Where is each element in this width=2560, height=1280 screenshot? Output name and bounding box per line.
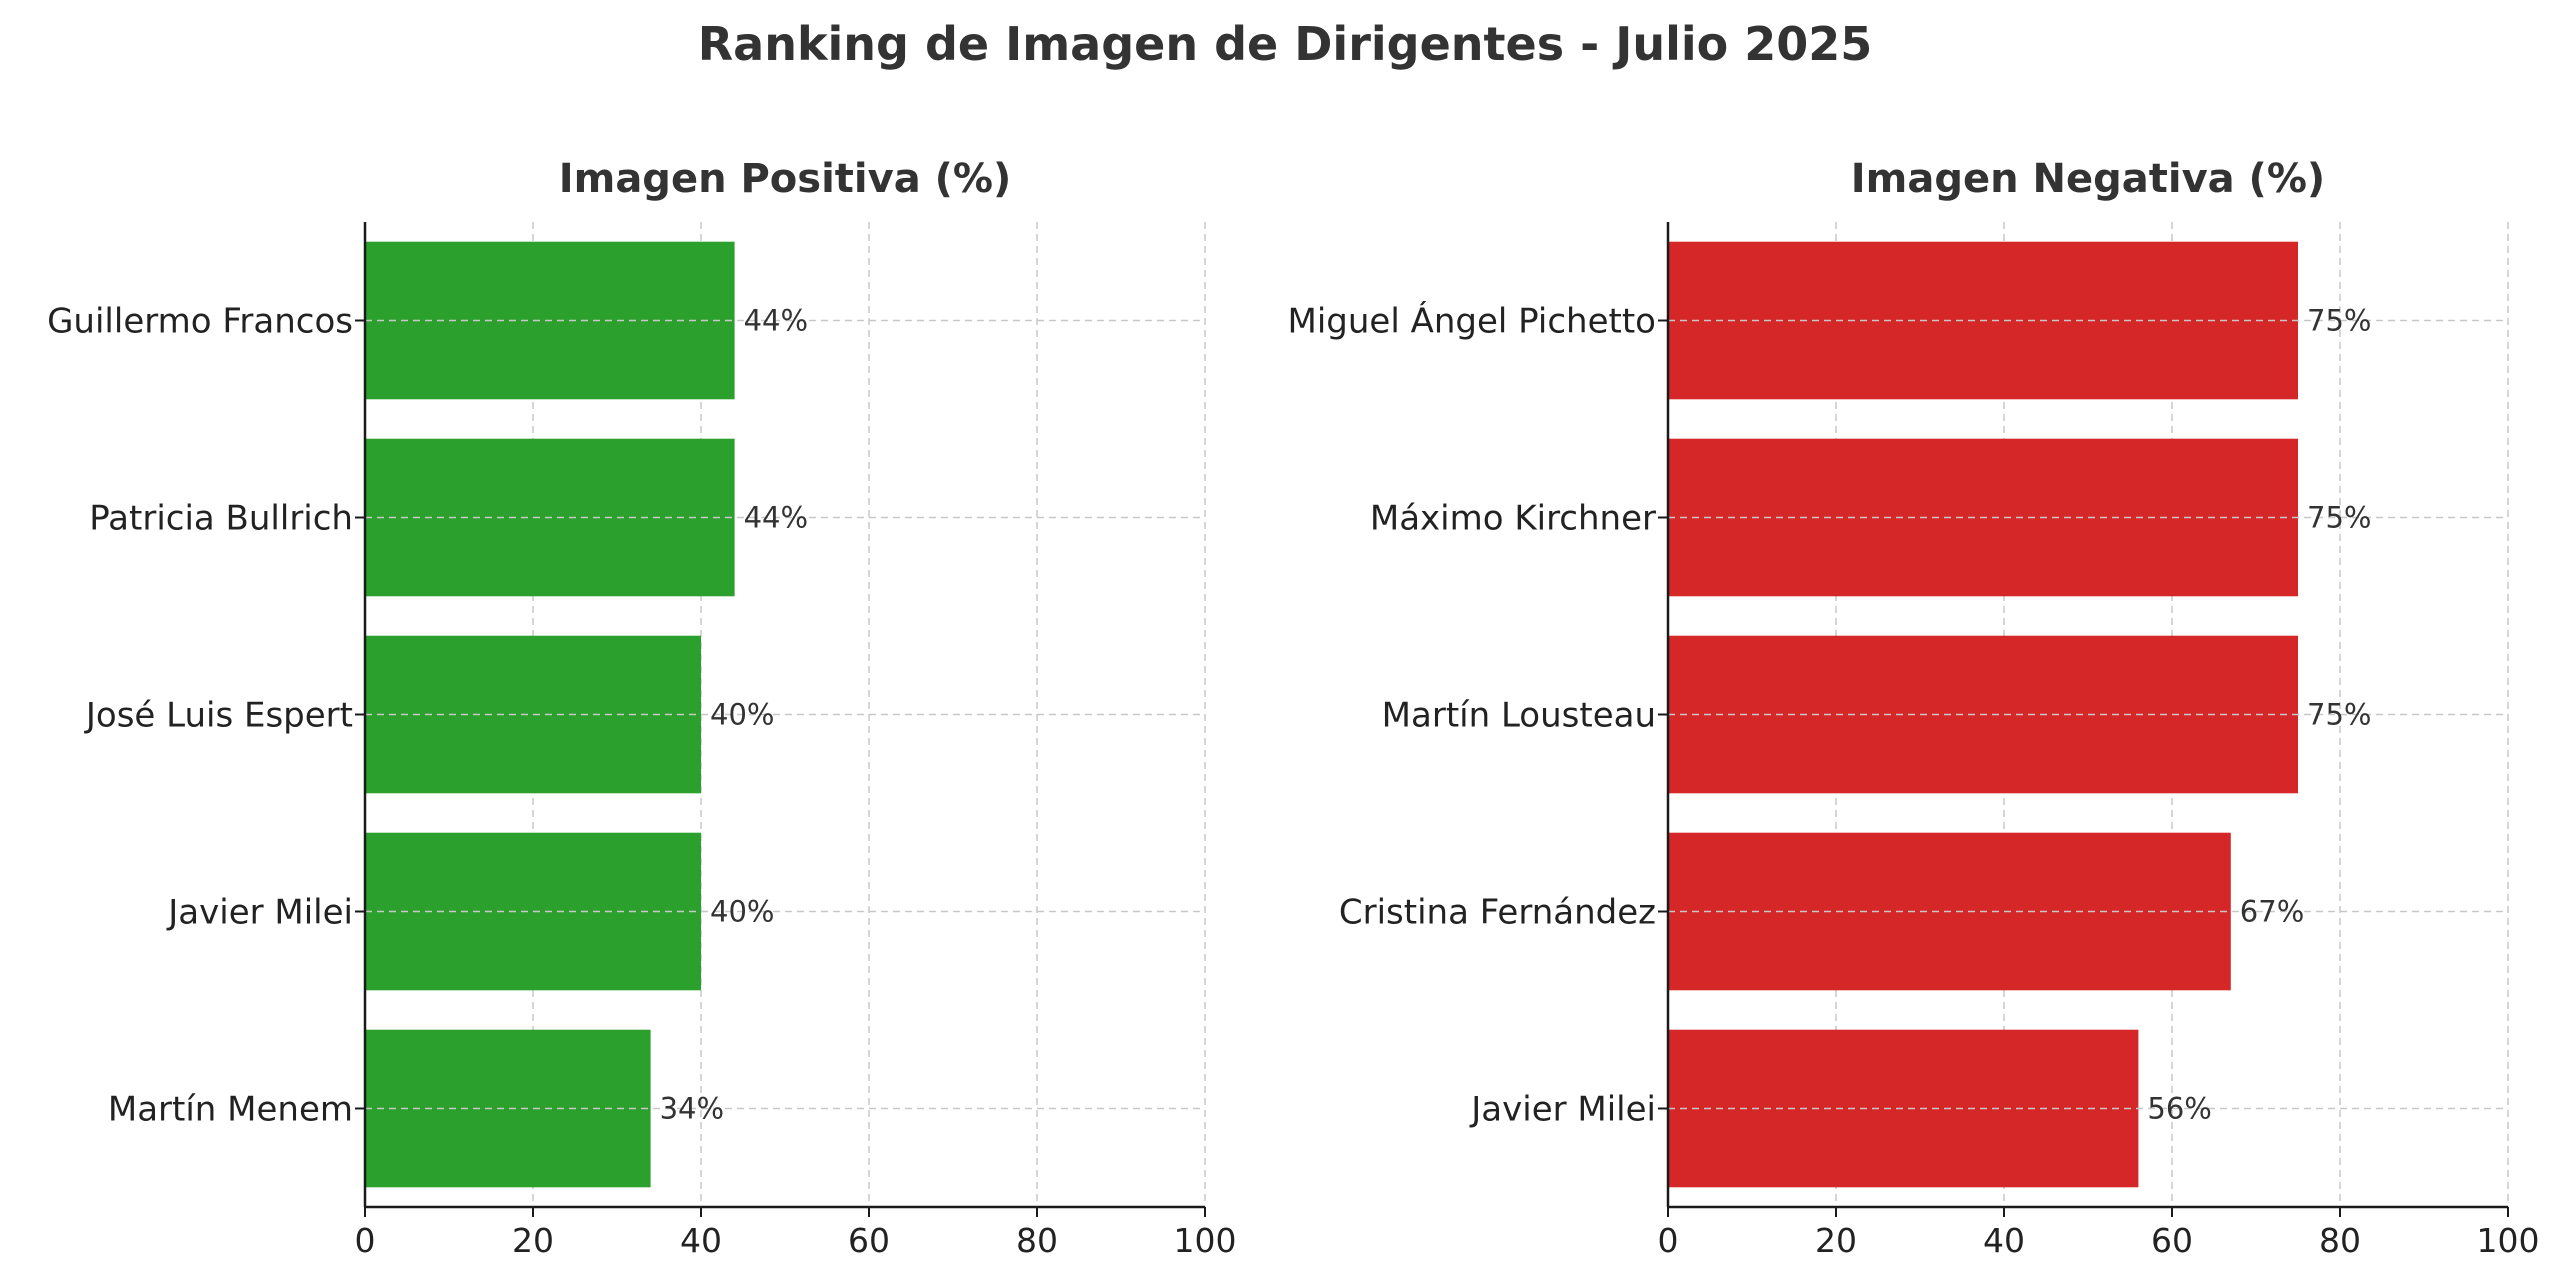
category-label: Javier Milei xyxy=(1469,1090,1656,1130)
data-label: 44% xyxy=(744,304,808,338)
panel-positive: Imagen Positiva (%) Guillermo Francos 44% P… xyxy=(47,156,1236,1260)
bar xyxy=(365,1029,651,1188)
x-tick-label: 80 xyxy=(1016,1221,1058,1260)
data-label: 34% xyxy=(660,1092,724,1126)
x-tick-label: 20 xyxy=(1815,1221,1857,1260)
data-label: 75% xyxy=(2307,501,2371,535)
x-tick-label: 40 xyxy=(680,1221,722,1260)
data-label: 44% xyxy=(744,501,808,535)
x-tick-label: 80 xyxy=(2319,1221,2361,1260)
data-label: 67% xyxy=(2240,895,2304,929)
x-tick-label: 40 xyxy=(1983,1221,2025,1260)
data-label: 75% xyxy=(2307,698,2371,732)
panel-title: Imagen Negativa (%) xyxy=(1851,156,2325,202)
category-label: Patricia Bullrich xyxy=(89,499,353,539)
x-tick-label: 0 xyxy=(1658,1221,1679,1260)
x-tick-label: 0 xyxy=(355,1221,376,1260)
category-label: Miguel Ángel Pichetto xyxy=(1288,301,1656,342)
category-label: José Luis Espert xyxy=(84,696,353,736)
data-label: 56% xyxy=(2147,1092,2211,1126)
x-tick-label: 100 xyxy=(2477,1221,2540,1260)
panel-negative: Imagen Negativa (%) Miguel Ángel Pichetto… xyxy=(1288,156,2540,1260)
x-tick-label: 20 xyxy=(512,1221,554,1260)
x-tick-label: 100 xyxy=(1174,1221,1237,1260)
category-label: Martín Lousteau xyxy=(1382,696,1656,736)
category-label: Martín Menem xyxy=(108,1090,353,1130)
figure-title: Ranking de Imagen de Dirigentes - Julio … xyxy=(698,17,1873,71)
category-label: Máximo Kirchner xyxy=(1370,499,1656,539)
category-label: Guillermo Francos xyxy=(47,302,353,342)
data-label: 40% xyxy=(710,698,774,732)
category-label: Cristina Fernández xyxy=(1339,893,1656,933)
x-tick-label: 60 xyxy=(848,1221,890,1260)
category-label: Javier Milei xyxy=(166,893,353,933)
data-label: 40% xyxy=(710,895,774,929)
data-label: 75% xyxy=(2307,304,2371,338)
x-tick-label: 60 xyxy=(2151,1221,2193,1260)
panel-title: Imagen Positiva (%) xyxy=(559,156,1012,202)
